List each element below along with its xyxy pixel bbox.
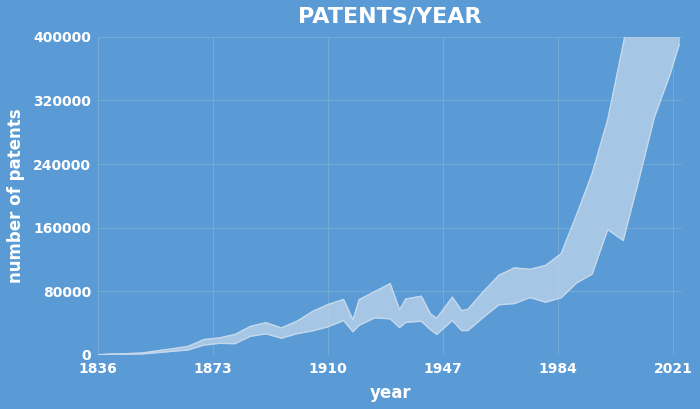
Y-axis label: number of patents: number of patents bbox=[7, 108, 25, 283]
X-axis label: year: year bbox=[370, 384, 411, 402]
Title: PATENTS/YEAR: PATENTS/YEAR bbox=[298, 7, 482, 27]
